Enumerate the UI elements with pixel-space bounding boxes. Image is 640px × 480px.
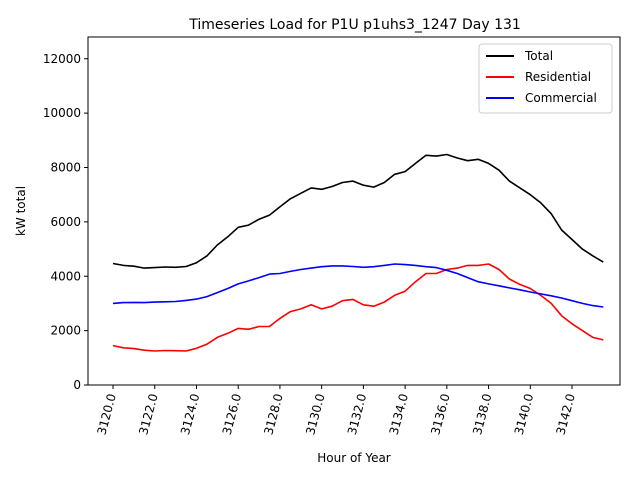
legend-label-residential: Residential [525, 70, 591, 84]
y-axis: 0 2000 4000 6000 8000 10000 12000 [43, 52, 88, 392]
plot-frame [87, 36, 621, 386]
y-tick-label: 6000 [50, 215, 81, 229]
series-line-total [112, 153, 604, 269]
y-tick-label: 10000 [43, 106, 81, 120]
chart-title: Timeseries Load for P1U p1uhs3_1247 Day … [188, 17, 521, 33]
series-layer [112, 153, 604, 352]
series-line-commercial [112, 263, 604, 308]
legend: Total Residential Commercial [478, 43, 613, 114]
y-tick-label: 2000 [50, 324, 81, 338]
legend-label-total: Total [524, 49, 553, 63]
legend-label-commercial: Commercial [525, 91, 597, 105]
y-tick-label: 0 [73, 378, 81, 392]
legend-box [478, 43, 613, 114]
x-axis-label: Hour of Year [317, 451, 391, 465]
y-tick-label: 12000 [43, 52, 81, 66]
y-tick-label: 4000 [50, 269, 81, 283]
y-axis-label: kW total [14, 186, 28, 236]
y-tick-label: 8000 [50, 161, 81, 175]
series-line-residential [112, 263, 604, 352]
